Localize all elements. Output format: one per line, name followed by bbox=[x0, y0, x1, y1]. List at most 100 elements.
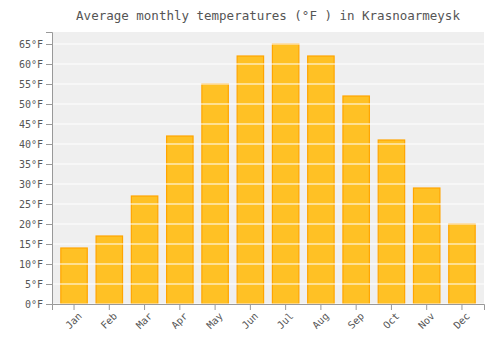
tick-label: 55°F bbox=[19, 79, 43, 90]
tick: Jun bbox=[240, 304, 261, 331]
tick-label: Feb bbox=[99, 310, 120, 331]
tick-label: Jan bbox=[63, 310, 84, 331]
grid-line bbox=[52, 284, 484, 285]
grid-line bbox=[52, 44, 484, 45]
tick-label: Dec bbox=[451, 310, 472, 331]
tick-mark bbox=[46, 44, 52, 45]
grid-line bbox=[52, 244, 484, 245]
tick: Oct bbox=[381, 304, 402, 331]
tick-label: 50°F bbox=[19, 99, 43, 110]
tick: 50°F bbox=[19, 99, 52, 110]
tick: Nov bbox=[416, 304, 437, 331]
bar bbox=[167, 136, 193, 304]
tick-mark bbox=[46, 224, 52, 225]
tick-mark bbox=[46, 164, 52, 165]
tick-label: 10°F bbox=[19, 259, 43, 270]
tick-mark bbox=[46, 184, 52, 185]
tick-mark bbox=[46, 144, 52, 145]
tick: 10°F bbox=[19, 259, 52, 270]
tick-label: Nov bbox=[416, 310, 437, 331]
grid-line bbox=[52, 84, 484, 85]
tick: Feb bbox=[99, 304, 120, 331]
tick-label: 60°F bbox=[19, 59, 43, 70]
y-axis: 0°F 5°F 10°F 15°F 20°F 25°F 30°F 35°F 40°F 45°F 50… bbox=[19, 33, 53, 310]
tick: 40°F bbox=[19, 139, 52, 150]
tick-label: 30°F bbox=[19, 179, 43, 190]
grid bbox=[52, 44, 484, 304]
tick-label: 40°F bbox=[19, 139, 43, 150]
tick: Dec bbox=[451, 304, 472, 331]
tick-label: 65°F bbox=[19, 39, 43, 50]
bar bbox=[308, 56, 334, 304]
tick: Jan bbox=[63, 304, 84, 331]
tick-label: 35°F bbox=[19, 159, 43, 170]
tick: Mar bbox=[134, 304, 155, 331]
tick-label: Oct bbox=[381, 310, 402, 331]
plot: 0°F 5°F 10°F 15°F 20°F 25°F 30°F 35°F 40°F 45°F 50… bbox=[19, 32, 485, 331]
tick-mark bbox=[46, 124, 52, 125]
grid-line bbox=[52, 184, 484, 185]
tick-mark bbox=[74, 304, 75, 310]
axis-line bbox=[53, 305, 485, 311]
tick: 35°F bbox=[19, 159, 52, 170]
tick-mark bbox=[426, 304, 427, 310]
grid-line bbox=[52, 104, 484, 105]
tick: 25°F bbox=[19, 199, 52, 210]
tick-mark bbox=[46, 304, 52, 305]
grid-line bbox=[52, 264, 484, 265]
bar bbox=[413, 188, 439, 304]
tick-mark bbox=[391, 304, 392, 310]
tick-mark bbox=[144, 304, 145, 310]
tick-label: Aug bbox=[310, 310, 331, 331]
tick-mark bbox=[46, 264, 52, 265]
tick-mark bbox=[285, 304, 286, 310]
bar bbox=[131, 196, 157, 304]
bar bbox=[61, 248, 87, 304]
tick-mark bbox=[250, 304, 251, 310]
tick-mark bbox=[46, 104, 52, 105]
tick: 60°F bbox=[19, 59, 52, 70]
grid-line bbox=[52, 224, 484, 225]
tick-mark bbox=[46, 84, 52, 85]
tick-label: 20°F bbox=[19, 219, 43, 230]
tick-mark bbox=[109, 304, 110, 310]
tick-label: 0°F bbox=[25, 299, 43, 310]
bar bbox=[343, 96, 369, 304]
tick: 5°F bbox=[25, 279, 52, 290]
tick-label: 25°F bbox=[19, 199, 43, 210]
tick-mark bbox=[356, 304, 357, 310]
title: Average monthly temperatures (°F ) in Kr… bbox=[76, 8, 460, 23]
grid-line bbox=[52, 64, 484, 65]
grid-line bbox=[52, 164, 484, 165]
tick-label: Mar bbox=[134, 310, 155, 331]
tick-label: Jun bbox=[240, 310, 261, 331]
tick-mark bbox=[46, 64, 52, 65]
tick: Jul bbox=[275, 304, 296, 331]
bar bbox=[96, 236, 122, 304]
tick-label: 45°F bbox=[19, 119, 43, 130]
bar bbox=[237, 56, 263, 304]
tick-mark bbox=[179, 304, 180, 310]
plot-background bbox=[52, 32, 484, 304]
tick-mark bbox=[461, 304, 462, 310]
tick-mark bbox=[320, 304, 321, 310]
bars bbox=[61, 44, 475, 304]
bar bbox=[272, 44, 298, 304]
tick: 15°F bbox=[19, 239, 52, 250]
tick: Aug bbox=[310, 304, 331, 331]
grid-line bbox=[52, 144, 484, 145]
tick: 30°F bbox=[19, 179, 52, 190]
tick-label: Sep bbox=[346, 310, 367, 331]
tick-label: Apr bbox=[169, 310, 190, 331]
tick-label: 15°F bbox=[19, 239, 43, 250]
tick: 65°F bbox=[19, 39, 52, 50]
tick-mark bbox=[215, 304, 216, 310]
grid-line bbox=[52, 204, 484, 205]
chart: 0°F 5°F 10°F 15°F 20°F 25°F 30°F 35°F 40°F 45°F 50… bbox=[0, 0, 500, 350]
tick-label: Jul bbox=[275, 310, 296, 331]
tick-mark bbox=[46, 284, 52, 285]
grid-line bbox=[52, 124, 484, 125]
tick: Apr bbox=[169, 304, 190, 331]
tick: 20°F bbox=[19, 219, 52, 230]
tick: May bbox=[204, 304, 225, 331]
